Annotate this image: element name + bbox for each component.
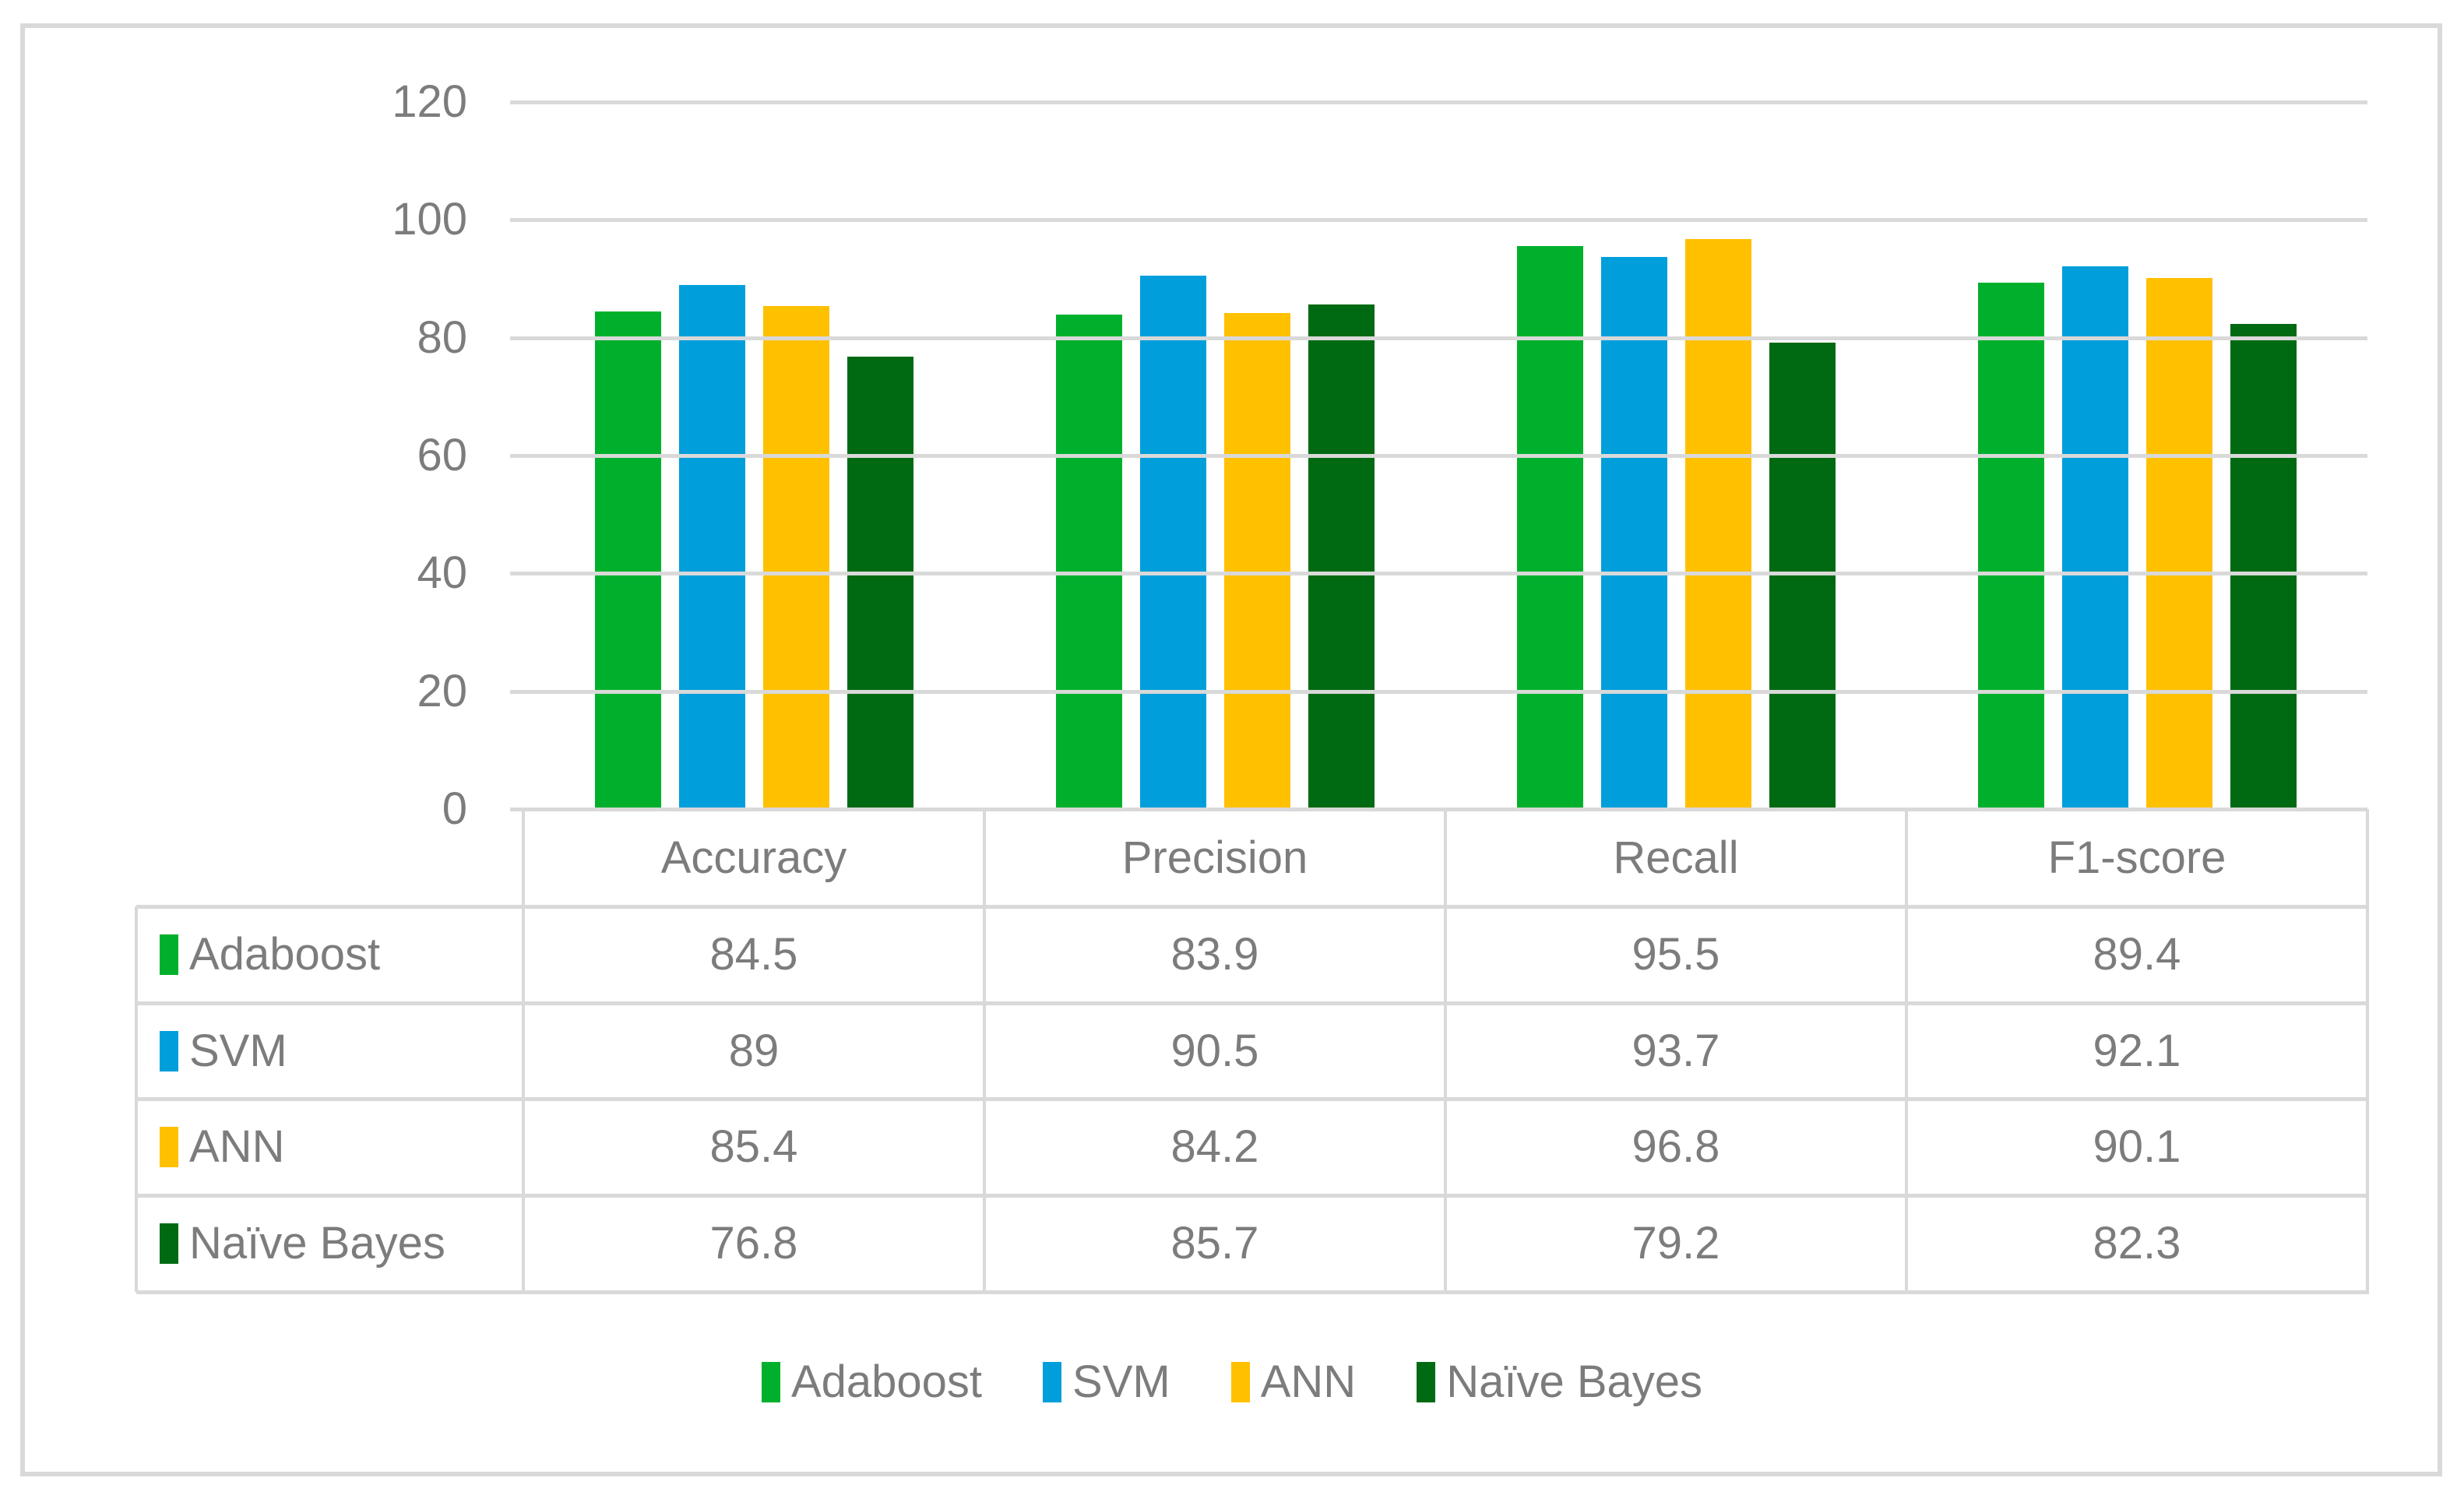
legend-item-adaboost: Adaboost	[761, 1356, 983, 1409]
bar-svm-f1-score	[2062, 266, 2128, 809]
table-cell-svm-accuracy: 89	[728, 1026, 780, 1076]
bar-na-ve-bayes-recall	[1769, 343, 1836, 809]
bar-ann-f1-score	[2146, 278, 2212, 809]
table-cell-adaboost-accuracy: 84.5	[709, 929, 798, 980]
legend-swatch-adaboost	[761, 1362, 780, 1402]
table-vertical-line-3	[1905, 809, 1908, 1294]
bar-na-ve-bayes-accuracy	[847, 357, 913, 809]
bar-svm-recall	[1601, 257, 1667, 809]
table-header-precision: Precision	[1121, 832, 1308, 883]
bar-adaboost-recall	[1517, 246, 1583, 809]
table-cell-svm-recall: 93.7	[1632, 1026, 1720, 1076]
table-header-recall: Recall	[1613, 832, 1739, 883]
table-horizontal-line-4	[136, 1194, 2367, 1198]
table-cell-na-ve-bayes-accuracy: 76.8	[709, 1218, 798, 1268]
legend-key-swatch-svm	[160, 1031, 178, 1071]
gridline-y-40	[510, 572, 2367, 575]
gridline-y-80	[510, 336, 2367, 340]
y-axis-tick-label-100: 100	[392, 194, 467, 245]
table-header-accuracy: Accuracy	[660, 832, 847, 883]
legend-swatch-ann	[1230, 1362, 1250, 1402]
table-horizontal-line-5	[136, 1290, 2367, 1294]
table-cell-ann-accuracy: 85.4	[709, 1121, 798, 1172]
gridline-y-100	[510, 218, 2367, 222]
legend-item-ann: ANN	[1230, 1356, 1357, 1409]
legend-key-swatch-na-ve-bayes	[160, 1223, 178, 1264]
table-cell-adaboost-recall: 95.5	[1632, 929, 1720, 980]
table-row-label-na-ve-bayes: Naïve Bayes	[160, 1217, 516, 1270]
table-row-label-ann: ANN	[160, 1121, 516, 1173]
y-axis-tick-label-80: 80	[417, 312, 467, 363]
series-name-label: Adaboost	[189, 929, 381, 980]
y-axis-tick-label-120: 120	[392, 76, 467, 127]
table-cell-na-ve-bayes-recall: 79.2	[1632, 1218, 1720, 1268]
gridline-y-20	[510, 690, 2367, 694]
y-axis-tick-label-20: 20	[417, 666, 467, 716]
gridline-y-60	[510, 454, 2367, 458]
table-cell-svm-precision: 90.5	[1170, 1026, 1259, 1076]
series-name-label: ANN	[189, 1121, 285, 1172]
table-cell-svm-f1-score: 92.1	[2093, 1026, 2181, 1076]
bar-na-ve-bayes-precision	[1308, 304, 1375, 809]
bar-ann-precision	[1224, 313, 1290, 809]
table-vertical-line-4	[2366, 809, 2369, 1294]
bar-adaboost-accuracy	[595, 311, 661, 809]
legend-swatch-svm	[1043, 1362, 1062, 1402]
table-cell-na-ve-bayes-f1-score: 82.3	[2093, 1218, 2181, 1268]
gridline-y-120	[510, 100, 2367, 104]
legend-item-svm: SVM	[1043, 1356, 1170, 1409]
table-horizontal-line-0	[510, 808, 2367, 811]
table-cell-na-ve-bayes-precision: 85.7	[1170, 1218, 1259, 1268]
bar-na-ve-bayes-f1-score	[2230, 324, 2297, 809]
table-cell-adaboost-f1-score: 89.4	[2093, 929, 2181, 980]
table-horizontal-line-1	[136, 905, 2367, 909]
legend-label: Adaboost	[790, 1356, 983, 1407]
bar-svm-precision	[1140, 276, 1206, 809]
table-cell-ann-recall: 96.8	[1632, 1121, 1720, 1172]
bar-adaboost-precision	[1056, 315, 1122, 809]
legend-swatch-na-ve-bayes	[1417, 1362, 1436, 1402]
legend-label: ANN	[1260, 1356, 1357, 1407]
y-axis-tick-label-0: 0	[442, 783, 467, 834]
y-axis-tick-label-60: 60	[417, 430, 467, 480]
bar-svm-accuracy	[679, 285, 745, 809]
legend-key-swatch-ann	[160, 1127, 178, 1167]
table-cell-adaboost-precision: 83.9	[1170, 929, 1259, 980]
table-vertical-line-2	[1444, 809, 1447, 1294]
table-cell-ann-precision: 84.2	[1170, 1121, 1259, 1172]
legend-label: Naïve Bayes	[1446, 1356, 1703, 1407]
bar-adaboost-f1-score	[1978, 283, 2044, 809]
table-row-label-svm: SVM	[160, 1025, 516, 1078]
table-horizontal-line-3	[136, 1097, 2367, 1101]
legend-key-swatch-adaboost	[160, 934, 178, 975]
bar-ann-accuracy	[763, 306, 829, 809]
table-horizontal-line-2	[136, 1001, 2367, 1005]
table-vertical-line-0	[522, 809, 525, 1294]
table-row-label-adaboost: Adaboost	[160, 928, 516, 981]
legend-label: SVM	[1072, 1356, 1170, 1407]
table-vertical-line-1	[983, 809, 986, 1294]
series-name-label: Naïve Bayes	[189, 1218, 445, 1268]
table-header-f1-score: F1-score	[2047, 832, 2226, 883]
y-axis-tick-label-40: 40	[417, 547, 467, 598]
chart-legend: Adaboost SVM ANN Naïve Bayes	[0, 1355, 2464, 1409]
legend-item-na-ve-bayes: Naïve Bayes	[1417, 1356, 1702, 1409]
bar-ann-recall	[1685, 239, 1751, 809]
table-vertical-line-left	[135, 906, 138, 1292]
series-name-label: SVM	[189, 1026, 287, 1076]
table-cell-ann-f1-score: 90.1	[2093, 1121, 2181, 1172]
